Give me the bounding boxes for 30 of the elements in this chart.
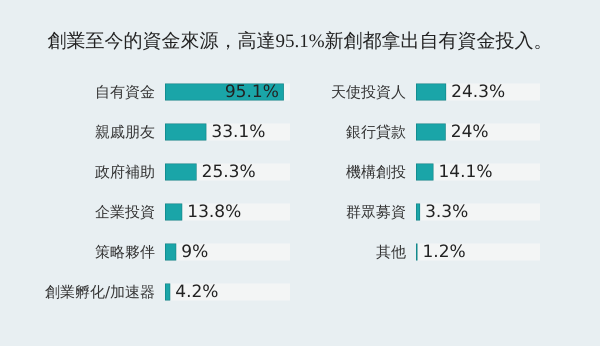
data-label: 4.2%: [175, 282, 218, 302]
data-label: 14.1%: [438, 162, 492, 182]
bar: [165, 284, 170, 300]
data-label: 95.1%: [224, 82, 279, 102]
data-label: 24%: [450, 122, 489, 142]
y-tick-label: 自有資金: [95, 83, 155, 101]
bar: [416, 124, 446, 140]
bar: [416, 164, 434, 180]
bar: [165, 204, 182, 220]
bar: [416, 84, 446, 100]
y-tick-label: 銀行貸款: [346, 123, 406, 141]
y-tick-label: 創業孵化/加速器: [44, 283, 155, 301]
data-label: 3.3%: [425, 202, 468, 222]
y-tick-label: 天使投資人: [331, 83, 406, 101]
y-tick-label: 其他: [376, 243, 406, 261]
y-tick-label: 策略夥伴: [95, 243, 155, 261]
y-tick-label: 親戚朋友: [95, 123, 155, 141]
data-label: 9%: [181, 242, 208, 262]
bar: [416, 204, 420, 220]
y-tick-label: 企業投資: [95, 203, 155, 221]
y-tick-label: 群眾募資: [346, 203, 406, 221]
data-label: 33.1%: [211, 122, 266, 142]
y-tick-label: 機構創投: [346, 163, 406, 181]
bar: [165, 244, 176, 260]
data-label: 25.3%: [202, 162, 256, 182]
chart-title: 創業至今的資金來源，高達95.1%新創都拿出自有資金投入。: [46, 30, 554, 54]
y-tick-label: 政府補助: [95, 163, 155, 181]
data-label: 24.3%: [451, 82, 506, 102]
data-label: 1.2%: [422, 242, 466, 262]
data-label: 13.8%: [187, 202, 242, 222]
